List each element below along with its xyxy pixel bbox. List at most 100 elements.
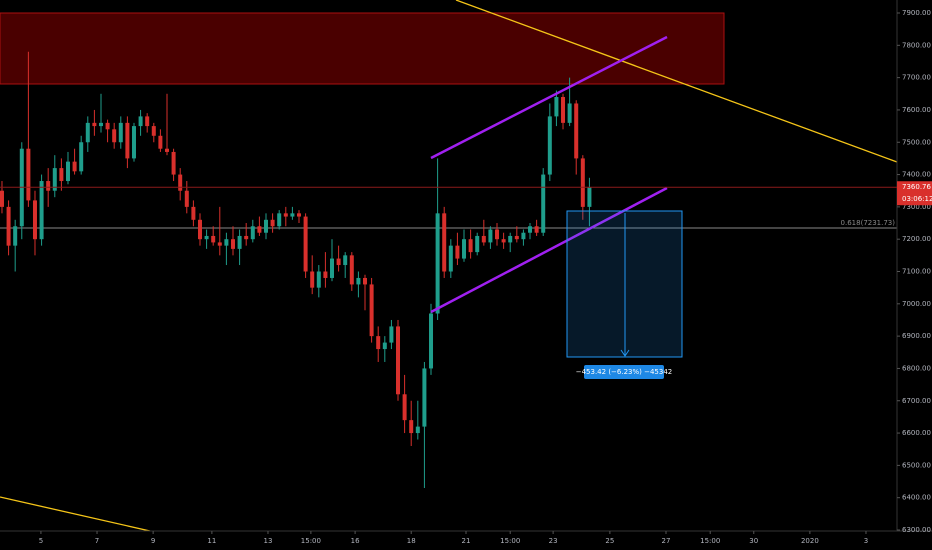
y-tick-label: 6500.00	[902, 461, 931, 469]
candle-body	[270, 219, 275, 227]
countdown-label: 03:06:12	[902, 195, 932, 203]
y-tick-label: 6800.00	[902, 364, 931, 372]
measure-arrow-head	[620, 349, 630, 357]
candle-body	[587, 187, 592, 207]
candle-body	[171, 151, 176, 175]
y-tick-label: 7400.00	[902, 171, 931, 179]
x-tick-label: 13	[264, 537, 273, 545]
last-price-box	[897, 181, 932, 206]
candle-body	[376, 336, 381, 350]
candle-body	[52, 168, 57, 191]
candle-body	[32, 200, 37, 240]
x-tick-label: 15:00	[700, 537, 720, 545]
candle-body	[442, 213, 447, 272]
candle-body	[197, 219, 202, 240]
candle-body	[455, 245, 460, 259]
x-tick-label: 5	[39, 537, 43, 545]
y-tick-label: 7500.00	[902, 138, 931, 146]
candle-body	[277, 213, 282, 227]
candle-body	[475, 235, 480, 253]
candle-body	[217, 242, 222, 246]
candle-body	[164, 148, 169, 152]
candle-body	[396, 326, 401, 395]
y-tick-label: 6600.00	[902, 429, 931, 437]
candle-body	[534, 226, 539, 233]
candle-body	[402, 394, 407, 421]
candle-body	[204, 235, 209, 240]
candle-body	[224, 239, 229, 246]
candle-body	[349, 255, 354, 285]
y-tick-label: 6900.00	[902, 332, 931, 340]
y-tick-label: 7700.00	[902, 74, 931, 82]
measure-label-box	[584, 365, 664, 379]
candle-body	[561, 97, 566, 123]
candle-body	[382, 342, 387, 350]
x-tick-label: 3	[864, 537, 868, 545]
candle-body	[211, 235, 216, 243]
candle-body	[303, 216, 308, 272]
x-tick-label: 30	[749, 537, 758, 545]
candle-body	[343, 255, 348, 266]
x-tick-label: 9	[151, 537, 155, 545]
candles	[0, 51, 592, 488]
candle-body	[158, 135, 163, 149]
candle-body	[435, 213, 440, 314]
candle-body	[323, 271, 328, 278]
candle-body	[495, 229, 500, 240]
candle-body	[316, 271, 321, 288]
x-tick-label: 7	[95, 537, 99, 545]
candle-body	[138, 116, 143, 127]
candle-body	[330, 258, 335, 278]
y-tick-label: 7900.00	[902, 9, 931, 17]
candle-body	[389, 326, 394, 343]
candle-body	[257, 226, 262, 233]
candle-body	[92, 122, 97, 127]
candle-body	[290, 213, 295, 217]
candle-body	[184, 190, 189, 207]
candle-body	[125, 122, 130, 159]
candle-body	[72, 161, 77, 172]
candle-body	[580, 158, 585, 207]
x-tick-label: 18	[407, 537, 416, 545]
fib-label: 0.618(7231.73)	[841, 219, 896, 227]
last-price-label: 7360.76	[902, 183, 931, 191]
candle-body	[462, 239, 467, 259]
x-tick-label: 11	[207, 537, 216, 545]
candle-body	[6, 206, 11, 246]
supply-zone	[0, 12, 725, 85]
candle-body	[547, 116, 552, 175]
channel-lower	[430, 186, 668, 314]
candle-body	[363, 277, 368, 285]
candle-body	[356, 277, 361, 285]
candle-body	[369, 284, 374, 337]
candle-body	[297, 213, 301, 217]
candle-body	[415, 426, 420, 434]
candle-body	[574, 103, 579, 159]
candle-body	[244, 235, 249, 240]
channel-upper	[430, 35, 668, 160]
candle-body	[230, 239, 235, 249]
candle-body	[59, 168, 64, 182]
candle-body	[145, 116, 150, 127]
candle-body	[501, 239, 506, 243]
x-tick-label: 2020	[801, 537, 819, 545]
candle-body	[112, 129, 117, 143]
trend-line	[0, 496, 151, 532]
x-tick-label: 25	[605, 537, 614, 545]
candle-body	[283, 213, 288, 217]
candle-body	[237, 235, 242, 249]
candle-body	[429, 313, 434, 369]
candle-body	[528, 226, 533, 233]
candle-body	[26, 148, 31, 201]
candle-body	[191, 206, 196, 220]
y-tick-label: 6400.00	[902, 494, 931, 502]
candle-body	[468, 239, 473, 253]
y-tick-label: 6300.00	[902, 526, 931, 534]
candle-body	[336, 258, 341, 266]
candle-body	[514, 235, 519, 240]
candle-body	[0, 190, 4, 207]
x-tick-label: 23	[549, 537, 558, 545]
candle-body	[98, 122, 103, 127]
y-tick-label: 6700.00	[902, 397, 931, 405]
candle-body	[521, 232, 526, 240]
